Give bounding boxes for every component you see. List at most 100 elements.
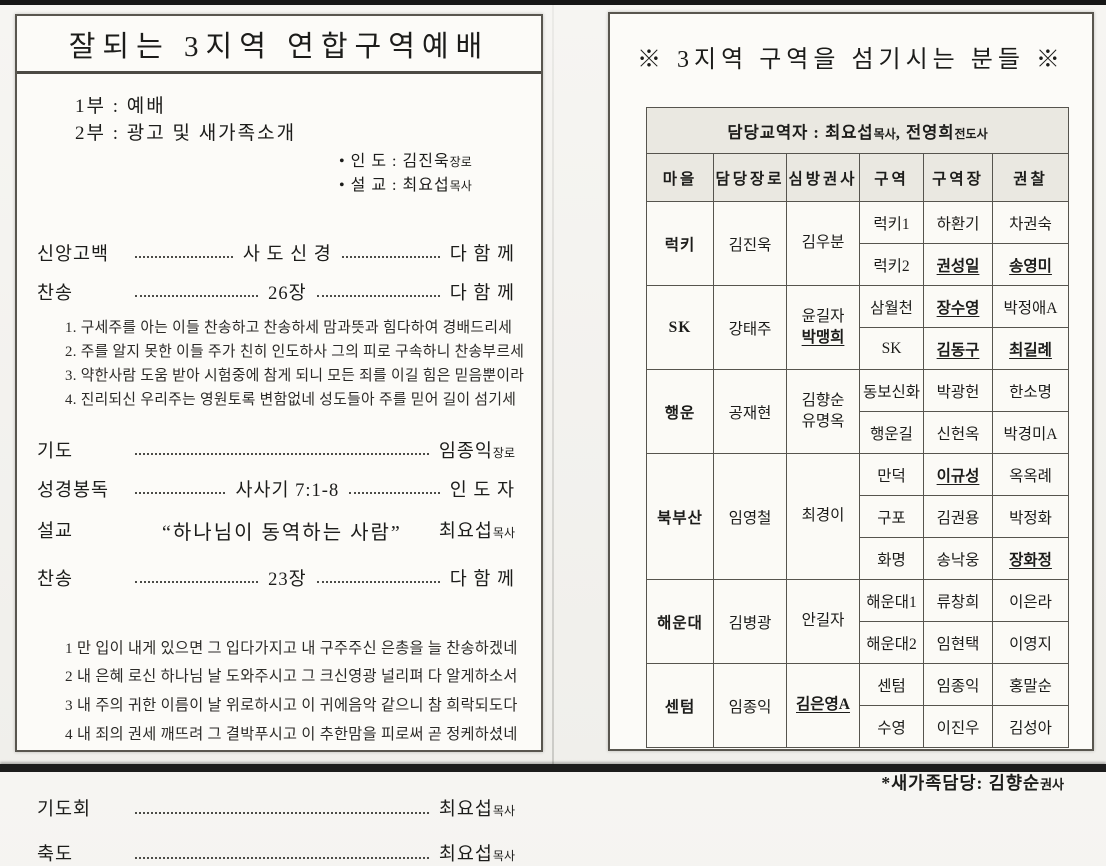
leader-cell: 이규성 — [923, 453, 993, 496]
scan-edge-top — [0, 0, 1106, 5]
hymn-verse-line: 1 만 입이 내게 있으면 그 입다가지고 내 구주주신 은총을 늘 찬송하겠네 — [65, 639, 518, 657]
page-crease — [552, 5, 554, 764]
bullet-icon: • — [339, 176, 346, 194]
visitor-cell: 안길자 — [786, 579, 860, 664]
order-item-creed: 신앙고백 사 도 신 경 다 함 께 — [37, 244, 515, 265]
leader-cell: 하환기 — [923, 201, 993, 244]
kwon-cell: 박정애A — [991, 285, 1070, 328]
leader-cell: 신헌옥 — [923, 411, 993, 454]
table-row: 해운대 김병광 안길자 해운대1 류창희 이은라 — [646, 579, 1070, 664]
district-cell: 삼월천 — [859, 285, 924, 328]
leader-cell: 송낙웅 — [923, 537, 993, 580]
hymn-verse-line: 2. 주를 알지 못한 이들 주가 친히 인도하사 그의 피로 구속하니 찬송부… — [65, 343, 525, 360]
visitor-cell: 윤길자 박맹희 — [786, 285, 860, 370]
order-item-sermon: 설교 “하나님이 동역하는 사람” 최요섭목사 — [37, 516, 515, 545]
newcomer-contact: *새가족담당: 김향순권사 — [881, 773, 1064, 793]
hymn-verse-line: 3. 약한사람 도움 받아 시험중에 참게 되니 모든 죄를 이길 힘은 믿음뿐… — [65, 367, 525, 384]
dotted-leader — [135, 255, 233, 259]
table-row: 해운대2 임현택 이영지 — [647, 621, 1070, 664]
order-item-prayer: 기도 임종익장로 — [37, 441, 515, 462]
col-header-kwonchal: 권찰 — [991, 153, 1070, 202]
table-row: 럭키 김진욱 김우분 럭키1 하환기 차권숙 — [646, 201, 1070, 286]
leader-cell: 류창희 — [923, 579, 993, 622]
elder-cell: 임영철 — [713, 453, 787, 580]
kwon-cell: 박정화 — [991, 495, 1070, 538]
leader-cell: 권성일 — [923, 243, 993, 286]
kwon-cell: 홍말순 — [991, 663, 1070, 706]
district-cell: SK — [859, 327, 924, 370]
elder-cell: 김진욱 — [713, 201, 787, 286]
bullet-icon: • — [339, 152, 346, 170]
dotted-leader — [341, 255, 440, 259]
table-row: SK 강태주 윤길자 박맹희 삼월천 장수영 박정애A — [646, 285, 1070, 370]
scan-edge-bottom — [0, 764, 1106, 772]
dotted-leader — [316, 580, 440, 584]
visitor-cell: 김향순 유명옥 — [786, 369, 860, 454]
order-item-benediction: 축도 최요섭목사 — [37, 845, 515, 866]
service-part-1: 1부 : 예배 — [75, 96, 166, 117]
hymn-verse-line: 2 내 은혜 로신 하나님 날 도와주시고 그 크신영광 널리펴 다 알게하소서 — [65, 668, 518, 686]
col-header-elder: 담당장로 — [713, 153, 787, 202]
kwon-cell: 차권숙 — [991, 201, 1070, 244]
kwon-cell: 이영지 — [991, 621, 1070, 664]
hymn-verse-line: 3 내 주의 귀한 이름이 날 위로하시고 이 귀에음악 같으니 참 희락되도다 — [65, 696, 518, 714]
worship-order-page: 잘되는 3지역 연합구역예배 1부 : 예배 2부 : 광고 및 새가족소개 •… — [15, 14, 543, 865]
kwon-cell: 옥옥례 — [991, 453, 1070, 496]
col-header-leader: 구역장 — [923, 153, 993, 202]
village-cell: 행운 — [646, 369, 714, 454]
dotted-leader — [135, 491, 226, 495]
dotted-leader — [135, 811, 429, 814]
dotted-leader — [135, 856, 429, 859]
elder-cell: 강태주 — [713, 285, 787, 370]
elder-cell: 공재현 — [713, 369, 787, 454]
kwon-cell: 장화정 — [991, 537, 1070, 580]
table-header-row: 마을 담당장로 심방권사 구역 구역장 권찰 — [646, 153, 1070, 202]
servants-page: ※ 3지역 구역을 섬기시는 분들 ※ 담당교역자 : 최요섭목사, 전영희전도… — [608, 12, 1094, 793]
leader-cell: 김동구 — [923, 327, 993, 370]
village-cell: 북부산 — [646, 453, 714, 580]
leader-cell: 임종익 — [923, 663, 993, 706]
leader-line-presider: • 인 도 : 김진욱장로 — [339, 152, 472, 170]
leader-cell: 임현택 — [923, 621, 993, 664]
district-cell: 행운길 — [859, 411, 924, 454]
dotted-leader — [135, 294, 259, 298]
hymn-verse-line: 4 내 죄의 권세 깨뜨려 그 결박푸시고 이 추한맘을 피로써 곧 정케하셨네 — [65, 725, 518, 743]
village-cell: 럭키 — [646, 201, 714, 286]
table-row: 센텀 임종익 김은영A 센텀 임종익 홍말순 — [646, 663, 1070, 748]
leader-cell: 김권용 — [923, 495, 993, 538]
pastors-in-charge: 담당교역자 : 최요섭목사, 전영희전도사 — [645, 107, 1070, 154]
leader-cell: 박광헌 — [923, 369, 993, 412]
service-leaders: • 인 도 : 김진욱장로 • 설 교 : 최요섭목사 — [339, 150, 527, 198]
leader-cell: 장수영 — [923, 285, 993, 328]
col-header-village: 마을 — [646, 153, 714, 202]
order-item-scripture: 성경봉독 사사기 7:1-8 인 도 자 — [37, 480, 515, 501]
servants-title: ※ 3지역 구역을 섬기시는 분들 ※ — [637, 47, 1065, 73]
col-header-visitor: 심방권사 — [786, 153, 860, 202]
table-row: 행운 공재현 김향순 유명옥 동보신화 박광헌 한소명 — [646, 369, 1070, 454]
dotted-leader — [349, 491, 440, 495]
district-cell: 화명 — [859, 537, 924, 580]
col-header-district: 구역 — [859, 153, 924, 202]
district-cell: 만덕 — [859, 453, 924, 496]
leader-cell: 이진우 — [923, 705, 993, 748]
elder-cell: 김병광 — [713, 579, 787, 664]
visitor-cell: 김은영A — [786, 663, 860, 748]
district-cell: 구포 — [859, 495, 924, 538]
order-item-hymn-23: 찬송 23장 다 함 께 — [37, 569, 515, 590]
table-caption-row: 담당교역자 : 최요섭목사, 전영희전도사 — [645, 107, 1070, 154]
kwon-cell: 한소명 — [991, 369, 1070, 412]
worship-title: 잘되는 3지역 연합구역예배 — [17, 16, 541, 74]
kwon-cell: 이은라 — [991, 579, 1070, 622]
hymn-26-verses: 1. 구세주를 아는 이들 찬송하고 찬송하세 맘과뜻과 힘다하여 경배드리세 … — [65, 317, 527, 413]
visitor-cell: 최경이 — [786, 453, 860, 580]
hymn-verse-line: 4. 진리되신 우리주는 영원토록 변함없네 성도들아 주를 믿어 길이 섬기세 — [65, 391, 517, 408]
table-row: 럭키2 권성일 송영미 — [647, 243, 1070, 286]
table-row: 수영 이진우 김성아 — [647, 705, 1070, 748]
district-cell: 해운대2 — [859, 621, 924, 664]
table-row: 북부산 임영철 최경이 만덕 이규성 옥옥례 — [646, 453, 1070, 580]
leader-line-preacher: • 설 교 : 최요섭목사 — [339, 176, 472, 194]
table-row: 행운길 신헌옥 박경미A — [647, 411, 1070, 454]
dotted-leader — [135, 580, 259, 584]
service-part-2: 2부 : 광고 및 새가족소개 — [75, 122, 297, 144]
dotted-leader — [135, 452, 429, 456]
